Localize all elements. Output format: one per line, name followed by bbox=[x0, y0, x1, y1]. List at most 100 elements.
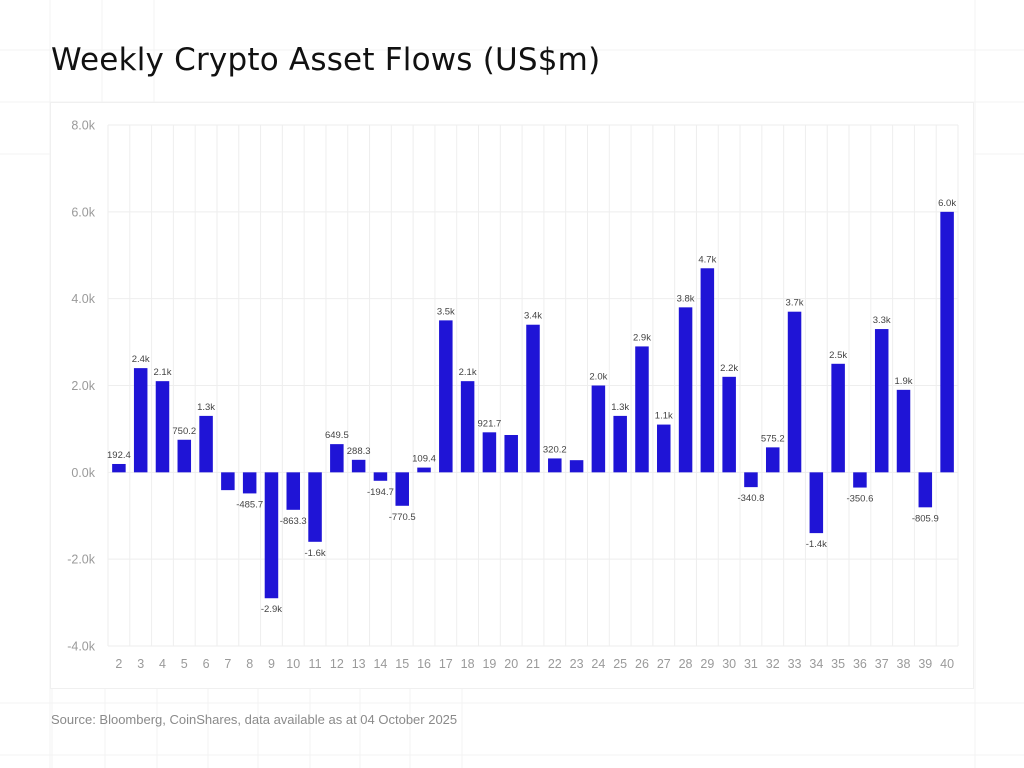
bar bbox=[591, 385, 606, 473]
data-label: -770.5 bbox=[389, 512, 416, 523]
y-tick-label: 8.0k bbox=[71, 119, 95, 133]
x-tick-label: 3 bbox=[137, 657, 144, 671]
bar bbox=[548, 458, 562, 473]
data-label: 109.4 bbox=[412, 454, 436, 465]
data-label: 750.2 bbox=[172, 426, 196, 437]
x-tick-label: 34 bbox=[809, 657, 823, 671]
bar bbox=[439, 320, 453, 473]
bar bbox=[395, 472, 409, 506]
data-label: 3.4k bbox=[524, 311, 542, 322]
bar bbox=[308, 472, 322, 542]
x-tick-label: 20 bbox=[504, 657, 518, 671]
bar bbox=[504, 434, 518, 473]
x-tick-label: 26 bbox=[635, 657, 649, 671]
bar bbox=[177, 439, 192, 473]
x-axis-ticks: 2 3 4 5 6 7 8 9 10 11 12 13 14 15 16 17 18 19 20 21 22 23 24 25… bbox=[115, 657, 954, 671]
data-label: 2.9k bbox=[633, 332, 651, 343]
data-label: 320.2 bbox=[543, 444, 567, 455]
data-label: 2.0k bbox=[589, 372, 607, 383]
x-tick-label: 5 bbox=[181, 657, 188, 671]
data-label: -340.8 bbox=[737, 493, 764, 504]
x-tick-label: 27 bbox=[657, 657, 671, 671]
bar bbox=[874, 329, 889, 473]
x-tick-label: 2 bbox=[115, 657, 122, 671]
data-label: -863.3 bbox=[280, 516, 307, 527]
x-tick-label: 10 bbox=[286, 657, 300, 671]
bar bbox=[526, 324, 540, 473]
bar bbox=[918, 472, 933, 508]
x-tick-label: 29 bbox=[700, 657, 714, 671]
bar bbox=[373, 472, 388, 481]
x-tick-label: 21 bbox=[526, 657, 540, 671]
data-label: -805.9 bbox=[912, 513, 939, 524]
bar bbox=[286, 472, 301, 510]
data-label: -194.7 bbox=[367, 487, 394, 498]
bar bbox=[417, 467, 431, 473]
bar bbox=[722, 376, 736, 473]
bar bbox=[221, 472, 235, 491]
chart-card bbox=[50, 102, 974, 689]
chart-title: Weekly Crypto Asset Flows (US$m) bbox=[51, 42, 601, 78]
x-tick-label: 15 bbox=[395, 657, 409, 671]
x-tick-label: 22 bbox=[548, 657, 562, 671]
x-tick-label: 36 bbox=[853, 657, 867, 671]
x-tick-label: 18 bbox=[461, 657, 475, 671]
y-axis-ticks: -4.0k -2.0k 0.0k 2.0k 4.0k 6.0k 8.0k bbox=[67, 119, 96, 654]
data-label: 2.1k bbox=[459, 367, 477, 378]
bar bbox=[569, 460, 584, 473]
bar bbox=[112, 463, 126, 473]
x-tick-label: 6 bbox=[203, 657, 210, 671]
x-tick-label: 33 bbox=[788, 657, 802, 671]
x-tick-label: 13 bbox=[352, 657, 366, 671]
data-label: -1.4k bbox=[806, 539, 827, 550]
data-label: 1.9k bbox=[895, 376, 913, 387]
data-label: 1.3k bbox=[611, 402, 629, 413]
bar bbox=[482, 432, 497, 473]
data-label: 2.5k bbox=[829, 350, 847, 361]
x-tick-label: 9 bbox=[268, 657, 275, 671]
x-tick-label: 39 bbox=[918, 657, 932, 671]
bar bbox=[351, 459, 366, 473]
x-tick-label: 4 bbox=[159, 657, 166, 671]
bar bbox=[330, 444, 344, 473]
x-tick-label: 35 bbox=[831, 657, 845, 671]
data-label: 3.8k bbox=[677, 293, 695, 304]
data-label: 2.4k bbox=[132, 354, 150, 365]
bar bbox=[831, 363, 845, 473]
x-tick-label: 24 bbox=[591, 657, 605, 671]
data-label: 3.5k bbox=[437, 306, 455, 317]
data-label: 921.7 bbox=[478, 418, 502, 429]
x-tick-label: 31 bbox=[744, 657, 758, 671]
x-tick-label: 12 bbox=[330, 657, 344, 671]
bar bbox=[264, 472, 279, 599]
bar bbox=[635, 346, 649, 473]
bar bbox=[744, 472, 758, 488]
bar bbox=[700, 268, 715, 473]
data-label: 192.4 bbox=[107, 450, 131, 461]
x-tick-label: 28 bbox=[679, 657, 693, 671]
data-label: -350.6 bbox=[846, 494, 873, 505]
data-label: 2.1k bbox=[154, 367, 172, 378]
bar bbox=[242, 472, 257, 494]
bar bbox=[460, 381, 475, 473]
x-tick-label: 37 bbox=[875, 657, 889, 671]
data-labels: 192.4 2.4k 2.1k 750.2 1.3k -485.7 -2.9k -863.3 -… bbox=[107, 198, 956, 615]
bar bbox=[896, 389, 911, 473]
x-tick-label: 19 bbox=[482, 657, 496, 671]
y-tick-label: 0.0k bbox=[71, 466, 95, 480]
bar bbox=[133, 368, 148, 473]
x-tick-label: 23 bbox=[570, 657, 584, 671]
x-tick-label: 40 bbox=[940, 657, 954, 671]
bar bbox=[765, 447, 780, 473]
bar bbox=[787, 311, 802, 473]
bar bbox=[155, 381, 170, 473]
data-label: -485.7 bbox=[236, 499, 263, 510]
bar bbox=[940, 211, 954, 473]
data-label: 575.2 bbox=[761, 433, 785, 444]
data-label: -2.9k bbox=[261, 604, 282, 615]
bars bbox=[112, 211, 954, 599]
data-label: 2.2k bbox=[720, 363, 738, 374]
data-label: 649.5 bbox=[325, 430, 349, 441]
x-tick-label: 8 bbox=[246, 657, 253, 671]
